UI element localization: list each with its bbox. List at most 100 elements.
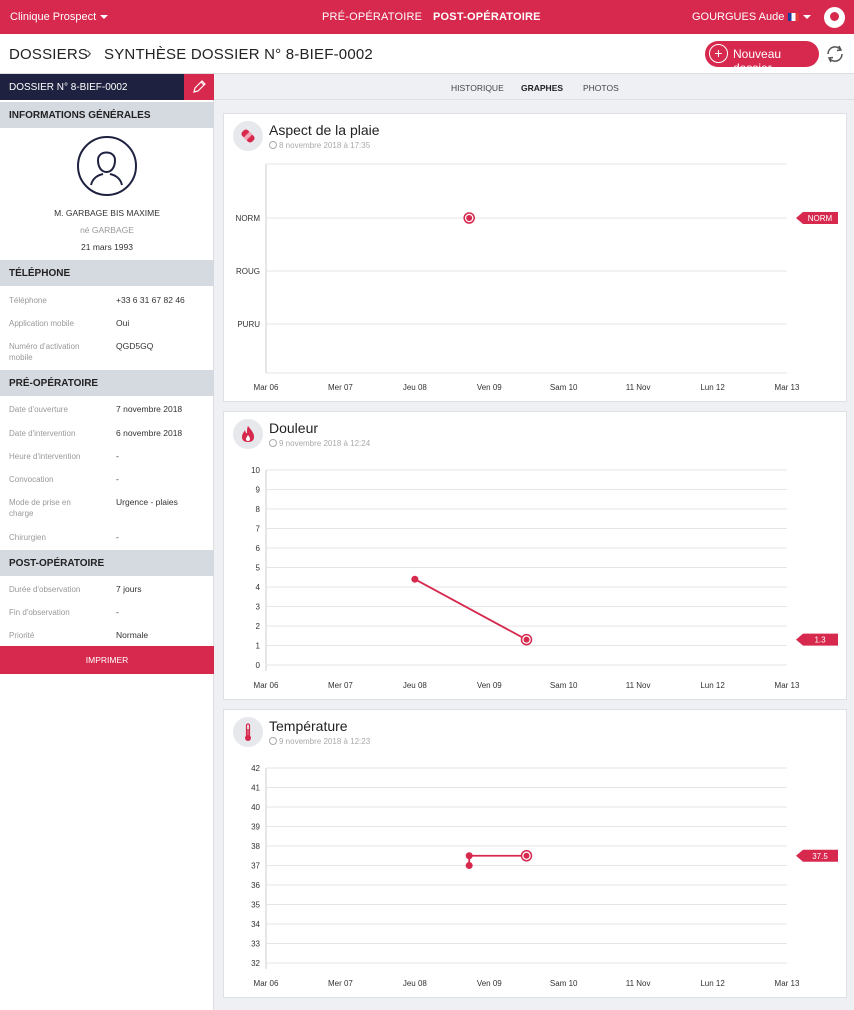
intervention-date-label: Date d'intervention bbox=[9, 429, 76, 438]
person-icon bbox=[90, 151, 123, 186]
y-tick-label: 41 bbox=[251, 784, 260, 793]
observation-end-value: - bbox=[116, 607, 119, 617]
page-title: SYNTHÈSE DOSSIER N° 8-BIEF-0002 bbox=[104, 46, 373, 63]
x-tick-label: 11 Nov bbox=[626, 979, 651, 988]
refresh-icon[interactable] bbox=[824, 43, 846, 65]
data-point bbox=[411, 575, 419, 583]
clinic-selector[interactable]: Clinique Prospect bbox=[10, 11, 109, 23]
dossier-number: DOSSIER N° 8-BIEF-0002 bbox=[9, 82, 128, 93]
last-value-label: 37.5 bbox=[812, 852, 828, 861]
x-tick-label: Mar 13 bbox=[775, 383, 800, 392]
x-tick-label: 11 Nov bbox=[626, 681, 651, 690]
tab-graphs[interactable]: GRAPHES bbox=[521, 83, 564, 93]
pain-card: Douleur 9 novembre 2018 à 12:24 10 9 8 7 6 5 4… bbox=[223, 411, 847, 700]
x-tick-label: Jeu 08 bbox=[403, 681, 428, 690]
y-tick-label: 33 bbox=[251, 940, 260, 949]
chevron-right-icon: › bbox=[86, 43, 92, 62]
convocation-label: Convocation bbox=[9, 475, 54, 484]
observation-duration-value: 7 jours bbox=[116, 584, 142, 594]
wound-aspect-card: Aspect de la plaie 8 novembre 2018 à 17:… bbox=[223, 113, 847, 402]
x-tick-label: Mer 07 bbox=[328, 681, 353, 690]
phone-value: +33 6 31 67 82 46 bbox=[116, 295, 185, 305]
y-tick-label: 4 bbox=[256, 583, 261, 592]
thermometer-icon bbox=[233, 717, 263, 747]
nav-preop[interactable]: PRÉ-OPÉRATOIRE bbox=[322, 11, 423, 23]
user-name: GOURGUES Aude bbox=[692, 11, 785, 23]
y-tick-label: 39 bbox=[251, 823, 260, 832]
intervention-time-label: Heure d'intervention bbox=[9, 452, 81, 461]
breadcrumb-dossiers[interactable]: DOSSIERS bbox=[9, 46, 89, 63]
nav-postop[interactable]: POST-OPÉRATOIRE bbox=[433, 11, 541, 23]
temperature-chart: 42 41 40 39 38 37 36 35 34 33 32 Mar 06 Mer 07 Jeu 08… bbox=[251, 764, 838, 988]
y-tick-label: 37 bbox=[251, 862, 260, 871]
x-tick-label: Mar 13 bbox=[775, 979, 800, 988]
y-tick-label: PURU bbox=[237, 320, 260, 329]
last-value-tag bbox=[796, 212, 838, 224]
chevron-down-icon bbox=[803, 15, 812, 20]
open-date-value: 7 novembre 2018 bbox=[116, 404, 183, 414]
data-point-last-core bbox=[523, 852, 530, 859]
y-tick-label: 8 bbox=[256, 505, 261, 514]
data-point-last-core bbox=[466, 215, 473, 221]
flame-icon bbox=[233, 419, 263, 449]
mobile-app-value: Oui bbox=[116, 318, 130, 328]
tab-photos[interactable]: PHOTOS bbox=[583, 83, 619, 93]
section-postop-title: POST-OPÉRATOIRE bbox=[9, 558, 105, 569]
y-tick-label: 7 bbox=[256, 525, 261, 534]
y-tick-label: 35 bbox=[251, 901, 260, 910]
profile-avatar[interactable] bbox=[824, 7, 845, 28]
pencil-icon bbox=[193, 80, 206, 93]
last-value-label: NORM bbox=[808, 214, 833, 223]
chart-date: 8 novembre 2018 à 17:35 bbox=[279, 141, 371, 150]
chart-subtitle: 9 novembre 2018 à 12:23 bbox=[269, 737, 370, 746]
series-line bbox=[414, 578, 527, 641]
dossier-bar: DOSSIER N° 8-BIEF-0002 bbox=[0, 74, 214, 100]
mobile-app-label: Application mobile bbox=[9, 319, 74, 328]
y-tick-label: NORM bbox=[236, 214, 261, 223]
top-bar: Clinique Prospect PRÉ-OPÉRATOIRE POST-OP… bbox=[0, 0, 854, 34]
tab-history[interactable]: HISTORIQUE bbox=[451, 83, 504, 93]
x-tick-label: Lun 12 bbox=[700, 383, 725, 392]
user-menu[interactable]: GOURGUES Aude bbox=[692, 11, 812, 23]
y-tick-label: 9 bbox=[256, 486, 261, 495]
priority-value: Normale bbox=[116, 630, 149, 640]
y-tick-label: 2 bbox=[256, 622, 261, 631]
tab-bar: HISTORIQUE GRAPHES PHOTOS bbox=[214, 74, 854, 100]
x-tick-label: Sam 10 bbox=[550, 681, 578, 690]
care-mode-label: Mode de prise en charge bbox=[9, 498, 71, 518]
new-dossier-button[interactable]: + Nouveau dossier bbox=[705, 41, 819, 75]
x-tick-label: Jeu 08 bbox=[403, 383, 428, 392]
clock-icon bbox=[269, 141, 277, 149]
chart-date: 9 novembre 2018 à 12:23 bbox=[279, 737, 371, 746]
clock-icon bbox=[269, 439, 277, 447]
x-tick-label: Ven 09 bbox=[477, 383, 502, 392]
edit-button[interactable] bbox=[184, 74, 214, 100]
chart-date: 9 novembre 2018 à 12:24 bbox=[279, 439, 371, 448]
plus-icon: + bbox=[709, 44, 728, 63]
priority-label: Priorité bbox=[9, 631, 35, 640]
x-tick-label: Lun 12 bbox=[700, 979, 725, 988]
print-button[interactable]: IMPRIMER bbox=[0, 646, 214, 674]
x-tick-label: Lun 12 bbox=[700, 681, 725, 690]
y-tick-label: 34 bbox=[251, 920, 260, 929]
x-tick-label: Ven 09 bbox=[477, 979, 502, 988]
last-value-tag bbox=[796, 849, 838, 862]
section-preop-title: PRÉ-OPÉRATOIRE bbox=[9, 378, 99, 389]
new-dossier-label: Nouveau dossier bbox=[733, 47, 782, 75]
wound-aspect-chart: NORM ROUG PURU Mar 06 Mer 07 Jeu 08 Ven 09 Sam … bbox=[236, 163, 838, 392]
observation-end-label: Fin d'observation bbox=[9, 608, 70, 617]
y-tick-label: 6 bbox=[256, 544, 261, 553]
intervention-date-value: 6 novembre 2018 bbox=[116, 428, 183, 438]
patient-birthdate: 21 mars 1993 bbox=[81, 242, 133, 252]
y-tick-label: 10 bbox=[251, 466, 260, 475]
section-phone: TÉLÉPHONE bbox=[0, 260, 214, 286]
data-point bbox=[465, 852, 473, 860]
x-tick-label: 11 Nov bbox=[626, 383, 651, 392]
care-mode-value: Urgence - plaies bbox=[116, 497, 178, 507]
x-tick-label: Mar 06 bbox=[254, 383, 279, 392]
x-tick-label: Mar 13 bbox=[775, 681, 800, 690]
y-tick-label: 40 bbox=[251, 803, 260, 812]
surgeon-label: Chirurgien bbox=[9, 533, 46, 542]
activation-label: Numéro d'activation mobile bbox=[9, 342, 80, 362]
x-tick-label: Ven 09 bbox=[477, 681, 502, 690]
